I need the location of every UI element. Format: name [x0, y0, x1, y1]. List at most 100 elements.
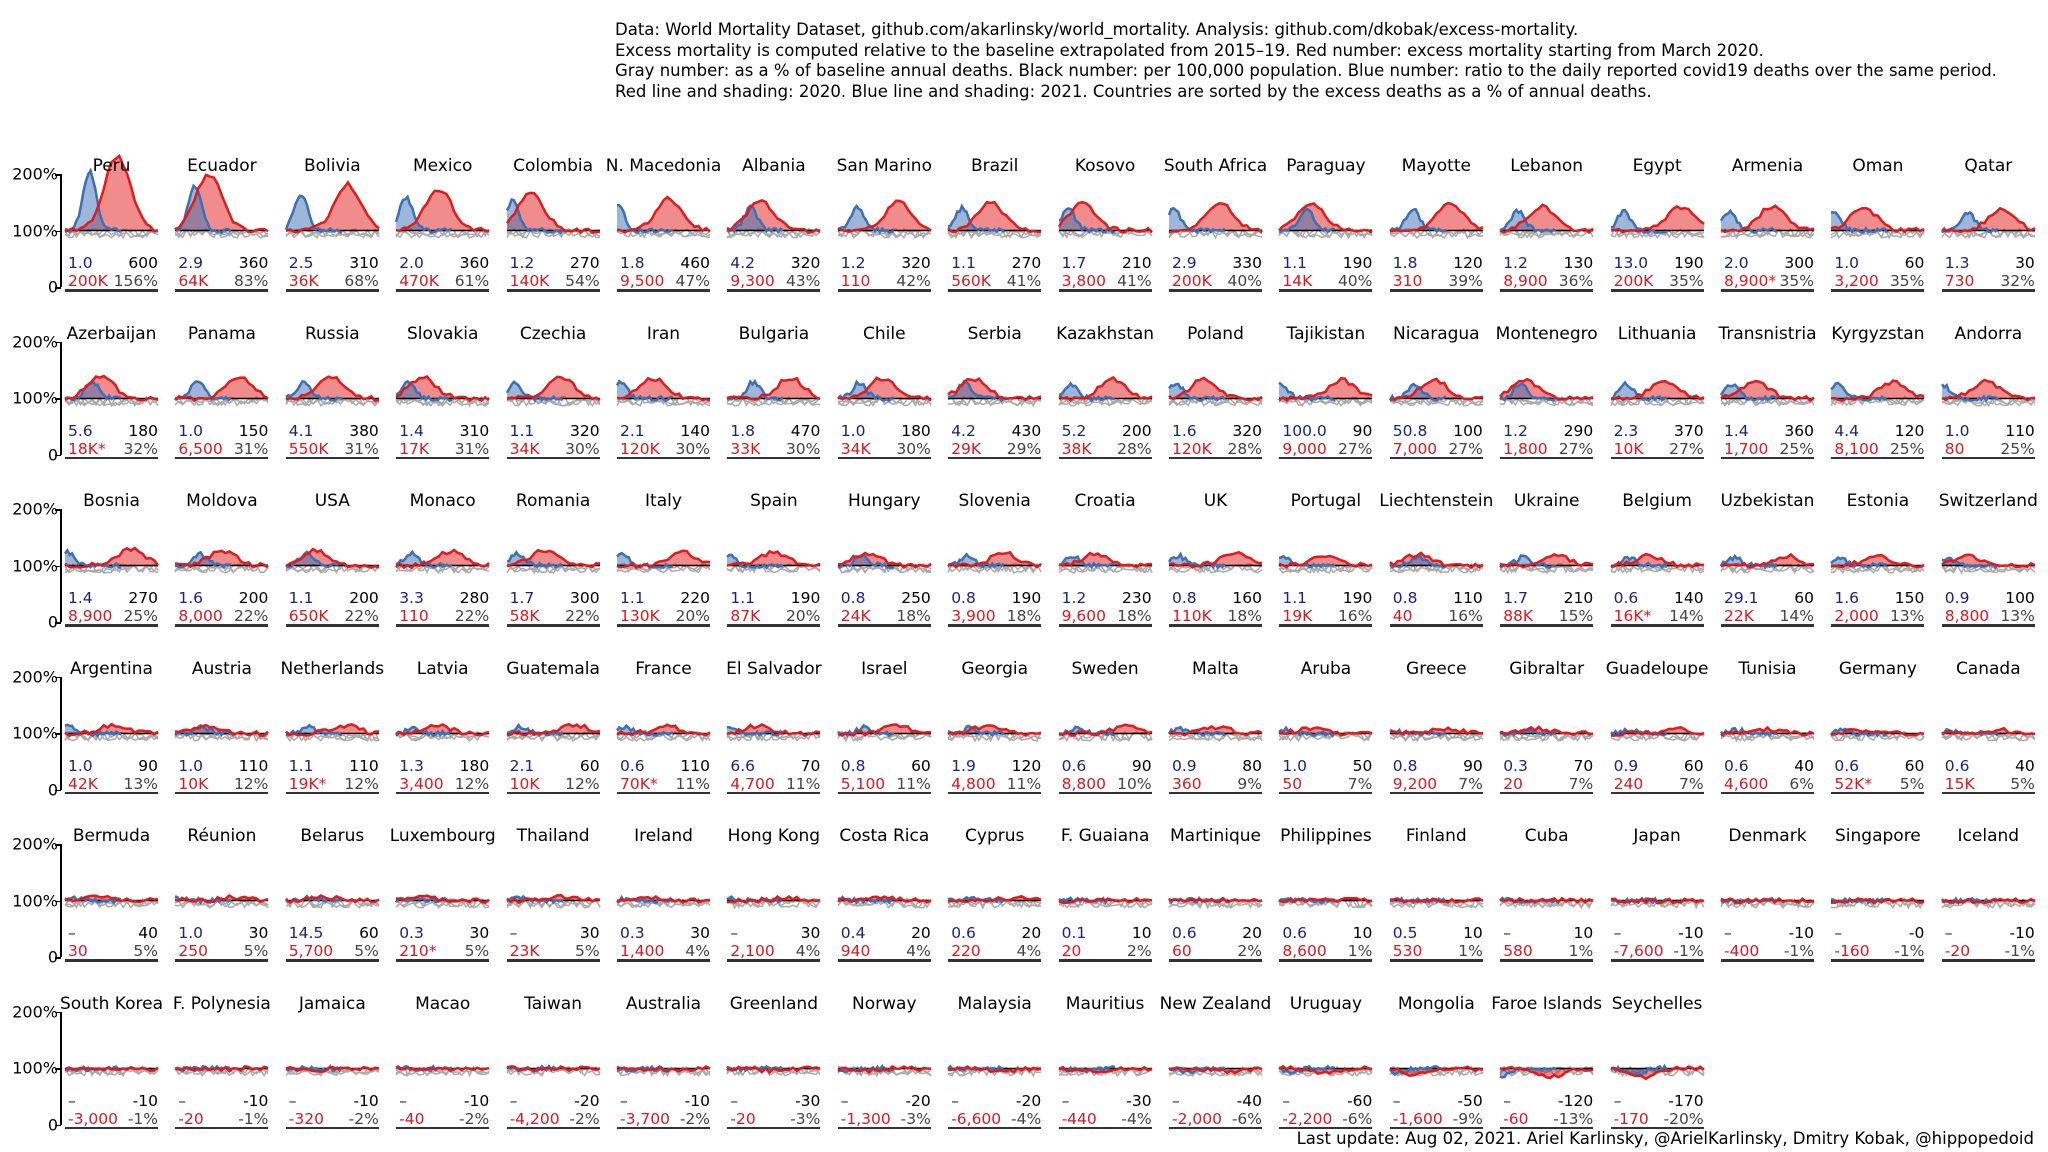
line-2021 [175, 550, 232, 569]
covid-ratio-value: – [1503, 1091, 1511, 1110]
excess-deaths-value: 5,700 [288, 942, 334, 960]
sparkline [616, 195, 711, 239]
country-name: Mongolia [1397, 993, 1475, 1014]
country-name: Spain [750, 491, 798, 511]
country-name: El Salvador [726, 658, 822, 679]
covid-ratio-value: 1.7 [1061, 254, 1087, 272]
country-name: Lithuania [1617, 323, 1697, 344]
country-name: Brazil [970, 156, 1019, 176]
percent-annual-value: 10% [1117, 774, 1152, 793]
past-year-line [395, 395, 490, 407]
covid-ratio-value: 1.2 [840, 254, 866, 272]
panel-underline [285, 959, 379, 962]
y-axis: 200% 100% 0 [0, 165, 62, 297]
y-axis: 200% 100% 0 [0, 500, 62, 632]
country-name: Thailand [516, 826, 590, 846]
covid-ratio-value: – [951, 1091, 959, 1110]
line-2020 [1168, 375, 1263, 401]
per-100k-value: 210 [1122, 254, 1152, 272]
panel-underline [506, 456, 600, 459]
percent-annual-value: -4% [1121, 1109, 1152, 1128]
chart-description: Data: World Mortality Dataset, github.co… [615, 20, 1997, 102]
per-100k-value: -10 [2009, 924, 2035, 942]
per-100k-value: 60 [359, 924, 379, 942]
per-100k-value: 140 [1674, 589, 1704, 607]
percent-annual-value: -2% [459, 1109, 490, 1128]
percent-annual-value: 7% [1347, 774, 1373, 793]
percent-annual-value: -3% [790, 1109, 821, 1128]
panel-underline [1389, 959, 1483, 962]
percent-annual-value: -13% [1553, 1109, 1594, 1128]
per-100k-value: 30 [690, 924, 710, 942]
percent-annual-value: 20% [675, 607, 710, 625]
sparkline [616, 894, 711, 909]
past-year-line [616, 228, 711, 239]
per-100k-value: 80 [1242, 756, 1262, 775]
sparkline [1278, 376, 1373, 407]
percent-annual-value: 2% [1127, 942, 1152, 960]
percent-annual-value: 20% [785, 607, 821, 625]
line-2021 [836, 723, 894, 737]
per-100k-value: 30 [800, 924, 821, 942]
past-year-line [1499, 730, 1594, 742]
excess-2020-shading [396, 549, 490, 568]
excess-deaths-value: 10K [178, 774, 209, 793]
per-100k-value: 30 [248, 924, 269, 942]
covid-ratio-value: 0.6 [1613, 589, 1639, 607]
per-100k-value: 180 [128, 421, 158, 440]
covid-ratio-value: 0.3 [399, 924, 424, 942]
past-year-line [948, 730, 1042, 742]
excess-deaths-value: -160 [1834, 942, 1870, 960]
line-2020 [506, 722, 600, 737]
covid-ratio-value: 1.3 [1944, 254, 1970, 272]
country-name: Liechtenstein [1379, 491, 1494, 511]
percent-annual-value: 22% [565, 607, 600, 625]
percent-annual-value: 35% [1669, 272, 1704, 290]
percent-annual-value: 54% [565, 272, 600, 290]
country-name: Mauritius [1065, 993, 1145, 1014]
percent-annual-value: 68% [344, 272, 379, 290]
sparkline [64, 894, 159, 910]
past-year-line [1058, 396, 1152, 406]
sparkline [947, 200, 1042, 240]
line-2020 [1278, 554, 1373, 569]
per-100k-value: -10 [1788, 924, 1814, 942]
panel-underline [617, 791, 710, 794]
excess-2021-shading [65, 380, 121, 400]
percent-annual-value: 83% [233, 272, 269, 290]
percent-annual-value: 13% [2000, 607, 2035, 625]
panel-underline [948, 624, 1042, 627]
per-100k-value: 40 [138, 924, 158, 942]
sparkline [947, 376, 1042, 407]
panel-underline [1500, 959, 1594, 962]
sparkline [1609, 725, 1705, 742]
line-2021 [1941, 556, 1999, 570]
per-100k-value: -10 [243, 1091, 269, 1110]
per-100k-value: 70 [1573, 756, 1594, 775]
line-2020 [175, 549, 270, 569]
excess-deaths-value: -2,200 [1282, 1109, 1333, 1128]
sparkline [947, 1063, 1042, 1077]
past-year-line [506, 228, 600, 239]
panel-underline [1941, 959, 2035, 962]
excess-deaths-value: 8,600 [1282, 942, 1327, 960]
excess-2021-shading [948, 206, 1004, 232]
covid-ratio-value: 1.0 [178, 421, 204, 440]
line-2021 [1167, 725, 1226, 737]
excess-deaths-value: -20 [178, 1109, 204, 1128]
per-100k-value: 210 [1563, 589, 1594, 607]
sparkline [505, 191, 600, 239]
covid-ratio-value: – [509, 1091, 518, 1110]
line-2020 [505, 894, 600, 905]
covid-ratio-value: 4.2 [730, 254, 756, 272]
panel-underline [1831, 791, 1925, 794]
sparkline [395, 1063, 490, 1077]
panel-underline [1389, 456, 1483, 459]
excess-deaths-value: 730 [1944, 272, 1975, 290]
panel-underline [1279, 624, 1373, 627]
excess-deaths-value: 18K* [68, 439, 106, 458]
country-name: Norway [852, 993, 917, 1014]
sparkline [284, 894, 380, 909]
country-name: Japan [1633, 826, 1681, 846]
excess-2020-shading [506, 376, 600, 400]
